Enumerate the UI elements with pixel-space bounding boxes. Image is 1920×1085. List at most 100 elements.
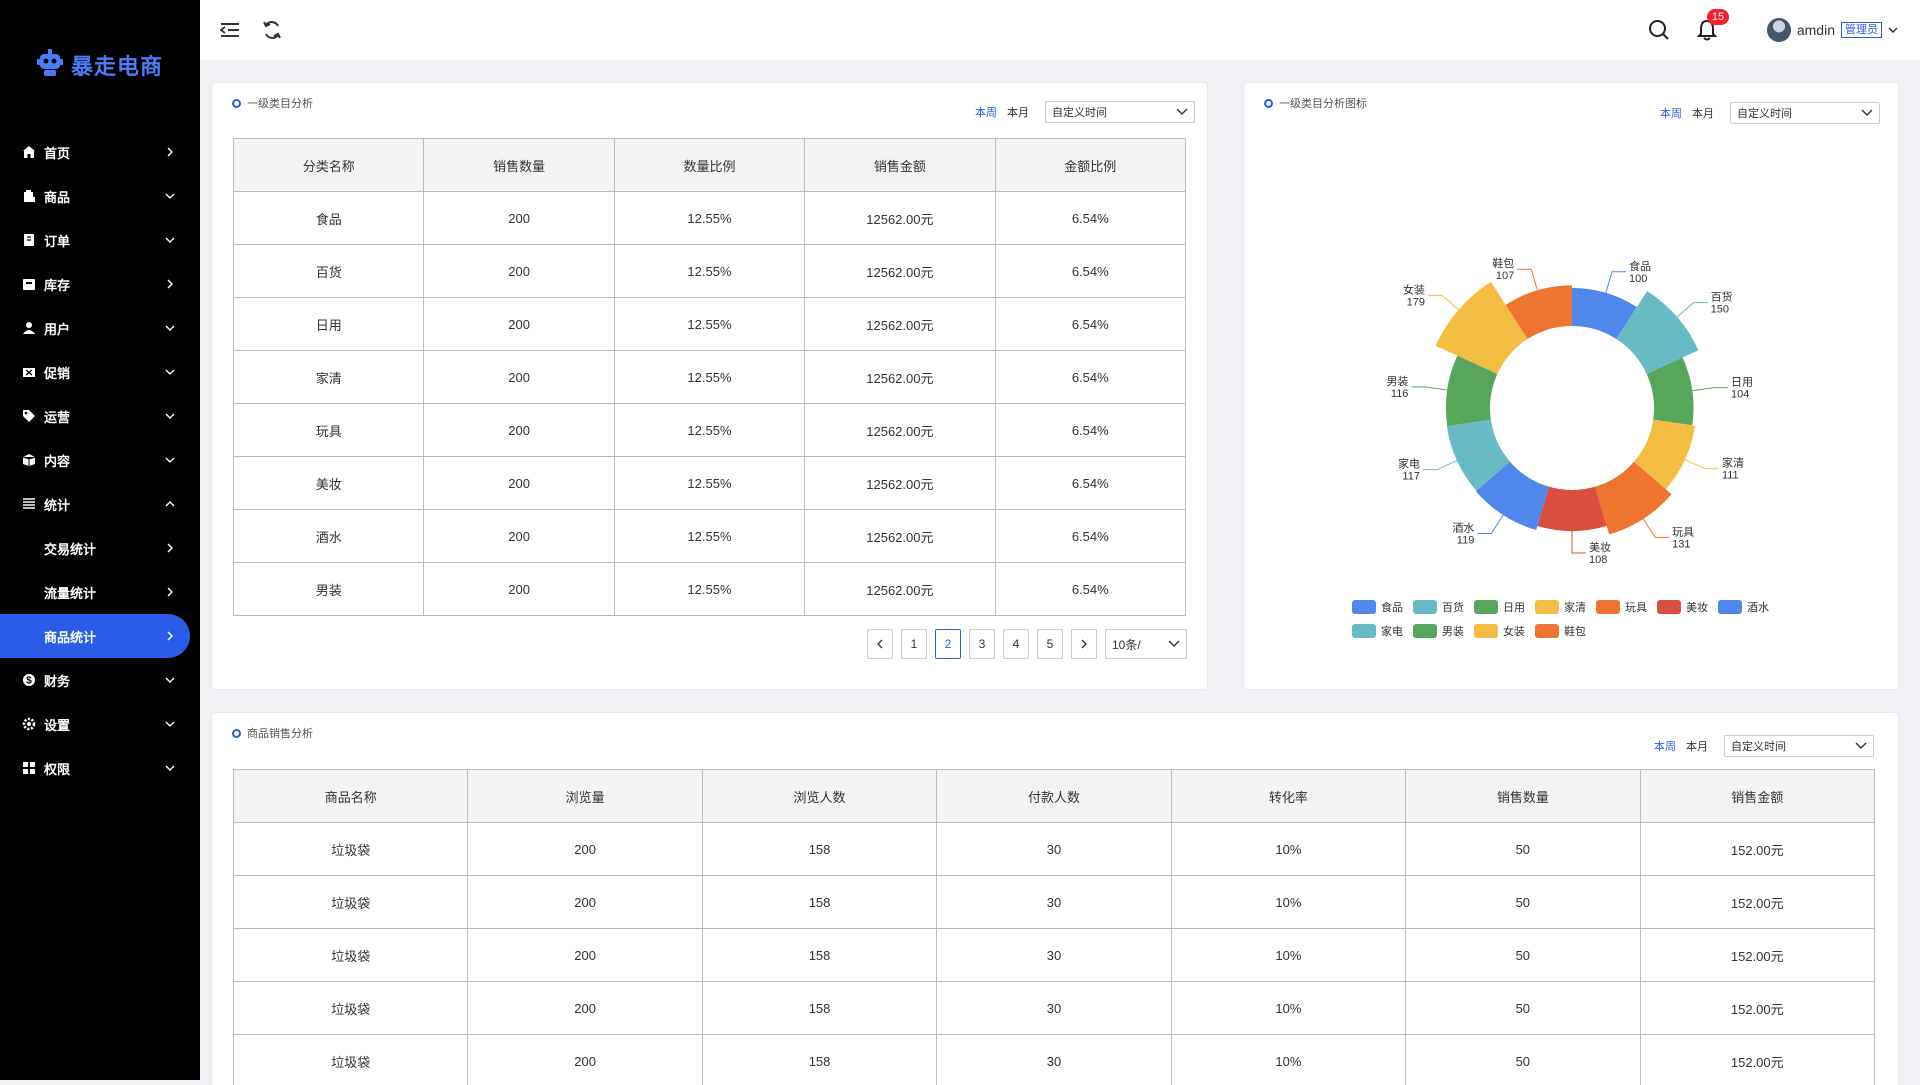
table-row[interactable]: 酒水 200 12.55% 12562.00元 6.54% bbox=[232, 509, 1187, 563]
refresh-icon[interactable] bbox=[260, 18, 284, 42]
sidebar-item[interactable]: 订单 bbox=[0, 218, 200, 262]
promotion-icon bbox=[22, 365, 36, 379]
rose-slice[interactable] bbox=[1475, 461, 1549, 531]
page-size-select[interactable]: 10条/ bbox=[1105, 629, 1187, 659]
filter-week[interactable]: 本周 bbox=[975, 107, 997, 119]
rose-slice[interactable] bbox=[1595, 461, 1672, 535]
legend-item[interactable]: 食品 bbox=[1352, 599, 1403, 615]
sidebar-item[interactable]: 交易统计 bbox=[0, 526, 200, 570]
legend-label: 家清 bbox=[1564, 602, 1586, 614]
chevron-down-icon bbox=[164, 190, 176, 202]
page-number-button[interactable]: 3 bbox=[969, 629, 995, 659]
legend-item[interactable]: 家电 bbox=[1352, 623, 1403, 639]
table-row[interactable]: 垃圾袋 200 158 30 10% 50 152.00元 bbox=[232, 822, 1876, 876]
rose-slice[interactable] bbox=[1633, 419, 1695, 490]
legend-item[interactable]: 家清 bbox=[1535, 599, 1586, 615]
sidebar-item[interactable]: 库存 bbox=[0, 262, 200, 306]
slice-label: 男装 bbox=[1386, 375, 1408, 388]
legend-item[interactable]: 玩具 bbox=[1596, 599, 1647, 615]
sidebar-item[interactable]: 首页 bbox=[0, 130, 200, 174]
table-cell: 12562.00元 bbox=[804, 244, 996, 298]
table-cell: 6.54% bbox=[994, 297, 1187, 351]
table-cell: 158 bbox=[701, 822, 938, 876]
rose-slice[interactable] bbox=[1435, 281, 1528, 374]
username: amdin bbox=[1796, 22, 1835, 38]
table-row[interactable]: 男装 200 12.55% 12562.00元 6.54% bbox=[232, 562, 1187, 616]
chart-legend: 食品 百货 日用 家清 玩具 美妆 酒水家电 男装 女装 鞋包 bbox=[1352, 595, 1769, 643]
category-chart-card: 一级类目分析图标 本周 本月 自定义时间 食品 100 百货 150 日用 104 家清 11… bbox=[1243, 82, 1899, 690]
sidebar-item[interactable]: 商品统计 bbox=[0, 614, 190, 658]
rose-slice[interactable] bbox=[1445, 355, 1498, 426]
legend-item[interactable]: 日用 bbox=[1474, 599, 1525, 615]
table-row[interactable]: 食品 200 12.55% 12562.00元 6.54% bbox=[232, 191, 1187, 245]
legend-item[interactable]: 美妆 bbox=[1657, 599, 1708, 615]
sidebar-item[interactable]: 设置 bbox=[0, 702, 200, 746]
custom-time-select[interactable]: 自定义时间 bbox=[1045, 101, 1195, 123]
rose-slice[interactable] bbox=[1537, 486, 1607, 532]
sidebar-item-label: 促销 bbox=[44, 365, 71, 381]
title-dot-icon bbox=[232, 728, 241, 738]
prev-page-button[interactable] bbox=[867, 629, 893, 659]
table-row[interactable]: 百货 200 12.55% 12562.00元 6.54% bbox=[232, 244, 1187, 298]
table-cell: 152.00元 bbox=[1639, 981, 1876, 1035]
legend-item[interactable]: 女装 bbox=[1474, 623, 1525, 639]
table-cell: 12.55% bbox=[613, 509, 806, 563]
legend-item[interactable]: 酒水 bbox=[1718, 599, 1769, 615]
table-row[interactable]: 垃圾袋 200 158 30 10% 50 152.00元 bbox=[232, 875, 1876, 929]
sidebar-item[interactable]: $ 财务 bbox=[0, 658, 200, 702]
filter-month[interactable]: 本月 bbox=[1686, 741, 1708, 753]
table-cell: 10% bbox=[1170, 928, 1407, 982]
sidebar-item[interactable]: 商品 bbox=[0, 174, 200, 218]
table-row[interactable]: 垃圾袋 200 158 30 10% 50 152.00元 bbox=[232, 928, 1876, 982]
table-row[interactable]: 日用 200 12.55% 12562.00元 6.54% bbox=[232, 297, 1187, 351]
legend-item[interactable]: 鞋包 bbox=[1535, 623, 1586, 639]
rose-slice[interactable] bbox=[1572, 288, 1637, 340]
rose-slice[interactable] bbox=[1505, 285, 1572, 340]
table-row[interactable]: 垃圾袋 200 158 30 10% 50 152.00元 bbox=[232, 981, 1876, 1035]
table-cell: 10% bbox=[1170, 981, 1407, 1035]
sidebar-item[interactable]: 内容 bbox=[0, 438, 200, 482]
legend-item[interactable]: 百货 bbox=[1413, 599, 1464, 615]
table-row[interactable]: 垃圾袋 200 158 30 10% 50 152.00元 bbox=[232, 1034, 1876, 1085]
search-icon[interactable] bbox=[1647, 18, 1671, 42]
custom-time-select[interactable]: 自定义时间 bbox=[1730, 102, 1880, 124]
sidebar-item[interactable]: 流量统计 bbox=[0, 570, 200, 614]
custom-time-select[interactable]: 自定义时间 bbox=[1724, 735, 1874, 757]
table-row[interactable]: 玩具 200 12.55% 12562.00元 6.54% bbox=[232, 403, 1187, 457]
table-cell: 200 bbox=[423, 244, 615, 298]
user-menu[interactable]: amdin 管理员 bbox=[1766, 18, 1898, 42]
sidebar-item[interactable]: 运营 bbox=[0, 394, 200, 438]
sidebar-item[interactable]: 促销 bbox=[0, 350, 200, 394]
logo[interactable]: 暴走电商 bbox=[0, 0, 200, 130]
page-number-button[interactable]: 1 bbox=[901, 629, 927, 659]
filter-month[interactable]: 本月 bbox=[1692, 108, 1714, 120]
page-number-button[interactable]: 4 bbox=[1003, 629, 1029, 659]
filter-week[interactable]: 本周 bbox=[1654, 741, 1676, 753]
page-number-button[interactable]: 5 bbox=[1037, 629, 1063, 659]
next-page-button[interactable] bbox=[1071, 629, 1097, 659]
filter-week[interactable]: 本周 bbox=[1660, 108, 1682, 120]
collapse-menu-icon[interactable] bbox=[218, 18, 242, 42]
sidebar-item[interactable]: 统计 bbox=[0, 482, 200, 526]
sidebar-item[interactable]: 用户 bbox=[0, 306, 200, 350]
sidebar-item-label: 运营 bbox=[44, 409, 71, 425]
legend-item[interactable]: 男装 bbox=[1413, 623, 1464, 639]
table-row[interactable]: 美妆 200 12.55% 12562.00元 6.54% bbox=[232, 456, 1187, 510]
filter-month[interactable]: 本月 bbox=[1007, 107, 1029, 119]
table-cell: 200 bbox=[423, 350, 615, 404]
table-cell: 200 bbox=[467, 981, 703, 1035]
sidebar-item[interactable]: 权限 bbox=[0, 746, 200, 790]
table-cell: 食品 bbox=[232, 191, 425, 245]
rose-slice[interactable] bbox=[1446, 419, 1511, 491]
rose-slice[interactable] bbox=[1616, 291, 1699, 374]
rose-slice[interactable] bbox=[1646, 357, 1694, 426]
content-icon bbox=[22, 453, 36, 467]
table-cell: 50 bbox=[1405, 1034, 1641, 1085]
user-icon bbox=[22, 321, 36, 335]
label-line bbox=[1571, 531, 1586, 554]
table-row[interactable]: 家清 200 12.55% 12562.00元 6.54% bbox=[232, 350, 1187, 404]
bell-icon[interactable]: 15 bbox=[1695, 9, 1730, 42]
table-cell: 12.55% bbox=[613, 403, 806, 457]
page-number-button[interactable]: 2 bbox=[935, 629, 961, 659]
